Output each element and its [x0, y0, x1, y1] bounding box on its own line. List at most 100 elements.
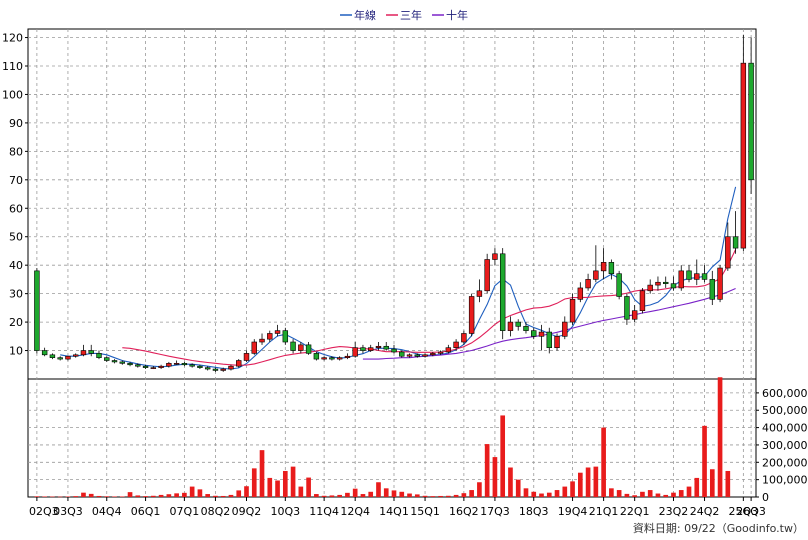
candle-body [259, 338, 265, 343]
volume-bar [352, 488, 358, 497]
candle-body [725, 236, 731, 269]
grid-lines [28, 29, 756, 497]
volume-bar [127, 492, 133, 497]
volume-bar [143, 496, 148, 497]
volume-bar [694, 477, 700, 497]
candle-body [577, 287, 584, 300]
candle-body [34, 270, 40, 351]
volume-bar [484, 444, 490, 497]
volume-bar [213, 495, 218, 497]
candle-body [569, 299, 576, 323]
candle-body [492, 253, 498, 260]
volume-bar [446, 495, 451, 497]
volume-bar [88, 493, 94, 497]
x-tick-label: 26Q3 [736, 505, 766, 518]
candle-body [329, 357, 335, 360]
candle-body [368, 347, 374, 351]
volume-bar [508, 467, 513, 497]
candle-body [228, 365, 234, 370]
candle-body [251, 341, 257, 354]
candle-body [461, 333, 467, 343]
candle-body [88, 350, 94, 354]
price-tick-label: 30 [9, 288, 23, 301]
candle-body [360, 347, 366, 351]
volume-bar [205, 494, 211, 497]
volume-bar [282, 470, 288, 497]
volume-bar [267, 477, 273, 497]
candle-body [663, 281, 669, 284]
volume-bar [523, 488, 529, 497]
x-tick-label: 03Q3 [53, 505, 83, 518]
candle-body [111, 360, 118, 363]
candle-body [336, 357, 343, 360]
legend-label-annual: 年線 [354, 8, 376, 22]
candle-body [220, 368, 226, 371]
candle-body [523, 326, 529, 331]
candlesticks [34, 34, 754, 372]
volume-bar [609, 488, 614, 497]
volume-axis: 0 100,000 200,000 300,000 400,000 500,000 600,… [756, 387, 808, 504]
price-tick-label: 70 [9, 174, 23, 187]
candle-body [127, 363, 133, 366]
volume-bar [197, 489, 203, 497]
price-tick-label: 20 [9, 316, 23, 329]
volume-tick-label: 100,000 [762, 474, 808, 487]
candle-body [189, 364, 195, 367]
volume-bar [500, 415, 506, 497]
candle-body [694, 273, 700, 280]
candle-body [748, 62, 754, 181]
candle-body [375, 345, 382, 348]
price-tick-label: 40 [9, 259, 23, 272]
candle-body [49, 354, 56, 358]
candle-body [445, 347, 452, 353]
volume-bar [42, 496, 47, 497]
x-tick-label: 02Q3 [29, 505, 59, 518]
candle-body [104, 357, 110, 361]
volume-bar [112, 496, 117, 497]
candle-body [282, 330, 289, 343]
volume-bar [275, 480, 280, 497]
volume-bar [709, 469, 715, 497]
volume-tick-label: 0 [762, 491, 769, 504]
candle-body [181, 363, 188, 366]
candle-body [616, 273, 622, 297]
candle-body [531, 330, 537, 337]
volume-bar [616, 490, 622, 497]
volume-bar [251, 468, 257, 497]
volume-bar [151, 495, 156, 497]
price-tick-label: 110 [2, 60, 23, 73]
x-tick-label: 17Q3 [480, 505, 510, 518]
data-date-footer: 資料日期: 09/22（Goodinfo.tw） [633, 521, 804, 535]
x-tick-label: 16Q2 [449, 505, 479, 518]
candle-body [298, 344, 304, 351]
candle-body [399, 351, 405, 357]
volume-bar [104, 496, 110, 497]
legend-label-10yr: 十年 [446, 8, 468, 22]
candle-body [96, 353, 102, 358]
volume-bar [570, 481, 575, 497]
volume-bar [546, 492, 552, 497]
candle-body [321, 357, 327, 360]
volume-bar [640, 491, 645, 497]
volume-bar [236, 490, 242, 497]
volume-bar [314, 494, 319, 497]
volume-bar [220, 495, 226, 497]
ma-line [122, 249, 737, 366]
candle-body [593, 270, 599, 280]
x-tick-label: 24Q2 [690, 505, 720, 518]
candle-body [72, 354, 79, 357]
price-tick-label: 50 [9, 231, 23, 244]
candle-body [197, 365, 203, 368]
volume-bar [368, 491, 374, 497]
x-tick-label: 07Q1 [170, 505, 200, 518]
x-tick-label: 08Q2 [201, 505, 231, 518]
volume-bar [577, 472, 583, 497]
price-tick-label: 120 [2, 32, 23, 45]
candle-body [670, 283, 677, 289]
candle-body [484, 259, 490, 292]
volume-bar [663, 494, 669, 497]
candle-body [158, 365, 164, 368]
candle-body [65, 355, 71, 360]
candle-body [212, 368, 219, 371]
volume-bar [329, 495, 335, 497]
